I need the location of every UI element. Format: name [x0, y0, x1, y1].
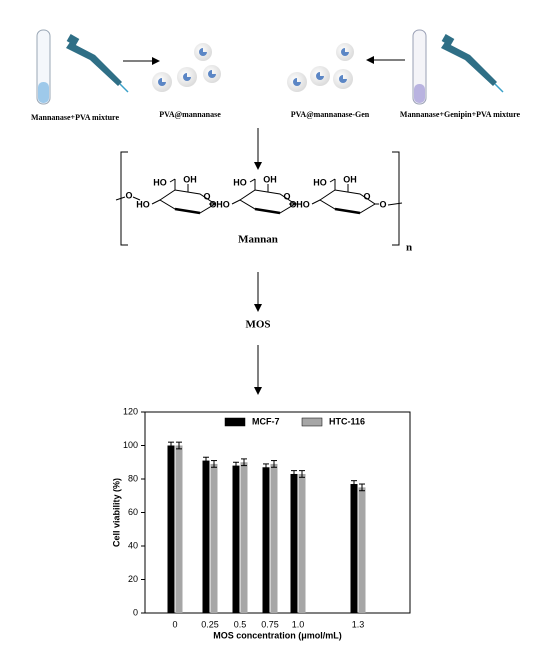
bar	[210, 463, 218, 613]
atom-label: HO	[233, 177, 247, 187]
bond	[169, 178, 176, 183]
capsules-right	[287, 43, 354, 92]
bond	[231, 199, 241, 205]
pipette-left	[66, 34, 129, 93]
bar	[298, 473, 306, 613]
bar	[290, 473, 298, 613]
x-tick-label: 0.75	[261, 619, 279, 629]
x-tick-label: 1.3	[352, 619, 365, 629]
bond	[334, 207, 361, 215]
y-tick-label: 80	[128, 473, 138, 483]
test-tube-left	[36, 29, 51, 105]
label: PVA@mannanase-Gen	[291, 110, 370, 119]
legend-swatch	[224, 417, 246, 427]
capsules-left	[152, 43, 221, 92]
atom-label: HO	[136, 199, 150, 209]
x-tick-label: 1.0	[292, 619, 305, 629]
y-tick-label: 40	[128, 540, 138, 550]
y-tick-label: 120	[123, 406, 138, 416]
bar	[262, 467, 270, 613]
atom-label: OH	[263, 174, 277, 184]
bar	[240, 462, 248, 613]
y-tick-label: 20	[128, 574, 138, 584]
pipette-right	[441, 34, 504, 93]
bond	[329, 178, 336, 183]
atom-label: O	[283, 191, 290, 201]
bond	[115, 196, 126, 201]
test-tube-right	[412, 29, 427, 105]
bar	[175, 445, 183, 613]
bracket	[392, 151, 400, 246]
bond	[151, 199, 161, 205]
legend-label: MCF-7	[252, 416, 280, 426]
bar	[270, 463, 278, 613]
atom-label: HO	[296, 199, 310, 209]
atom-label: O	[363, 191, 370, 201]
label: n	[406, 242, 412, 254]
bond	[132, 196, 141, 201]
legend-swatch	[301, 417, 323, 427]
atom-label: HO	[216, 199, 230, 209]
bar	[202, 460, 210, 613]
atom-label: OH	[343, 174, 357, 184]
legend-label: HTC-116	[329, 416, 365, 426]
label: Mannanase+PVA mixture	[31, 113, 119, 122]
bar	[167, 445, 175, 613]
atom-label: O	[379, 199, 386, 209]
label: Mannan	[238, 234, 278, 246]
bar	[232, 465, 240, 613]
label: PVA@mannanase	[159, 110, 221, 119]
x-tick-label: 0.25	[201, 619, 219, 629]
x-axis-label: MOS concentration (μmol/mL)	[213, 630, 342, 640]
bond	[254, 207, 281, 215]
x-tick-label: 0.5	[234, 619, 247, 629]
atom-label: HO	[313, 177, 327, 187]
x-tick-label: 0	[172, 619, 177, 629]
label: Mannanase+Genipin+PVA mixture	[400, 110, 521, 119]
atom-label: O	[203, 191, 210, 201]
bar	[350, 484, 358, 613]
bond	[174, 207, 201, 215]
atom-label: O	[125, 190, 132, 200]
bond	[387, 202, 403, 206]
y-tick-label: 0	[133, 607, 138, 617]
y-axis-label: Cell viability (%)	[111, 478, 121, 547]
bar	[358, 487, 366, 613]
atom-label: OH	[183, 174, 197, 184]
bond	[249, 178, 256, 183]
label: MOS	[245, 319, 270, 331]
chart: 0 20 40 60 80 100 120 0 0.25 0.5 0.75 1.0 1.3 MOS con…	[111, 406, 411, 640]
atom-label: HO	[153, 177, 167, 187]
bond	[311, 199, 321, 205]
y-tick-label: 60	[128, 507, 138, 517]
y-tick-label: 100	[123, 440, 138, 450]
